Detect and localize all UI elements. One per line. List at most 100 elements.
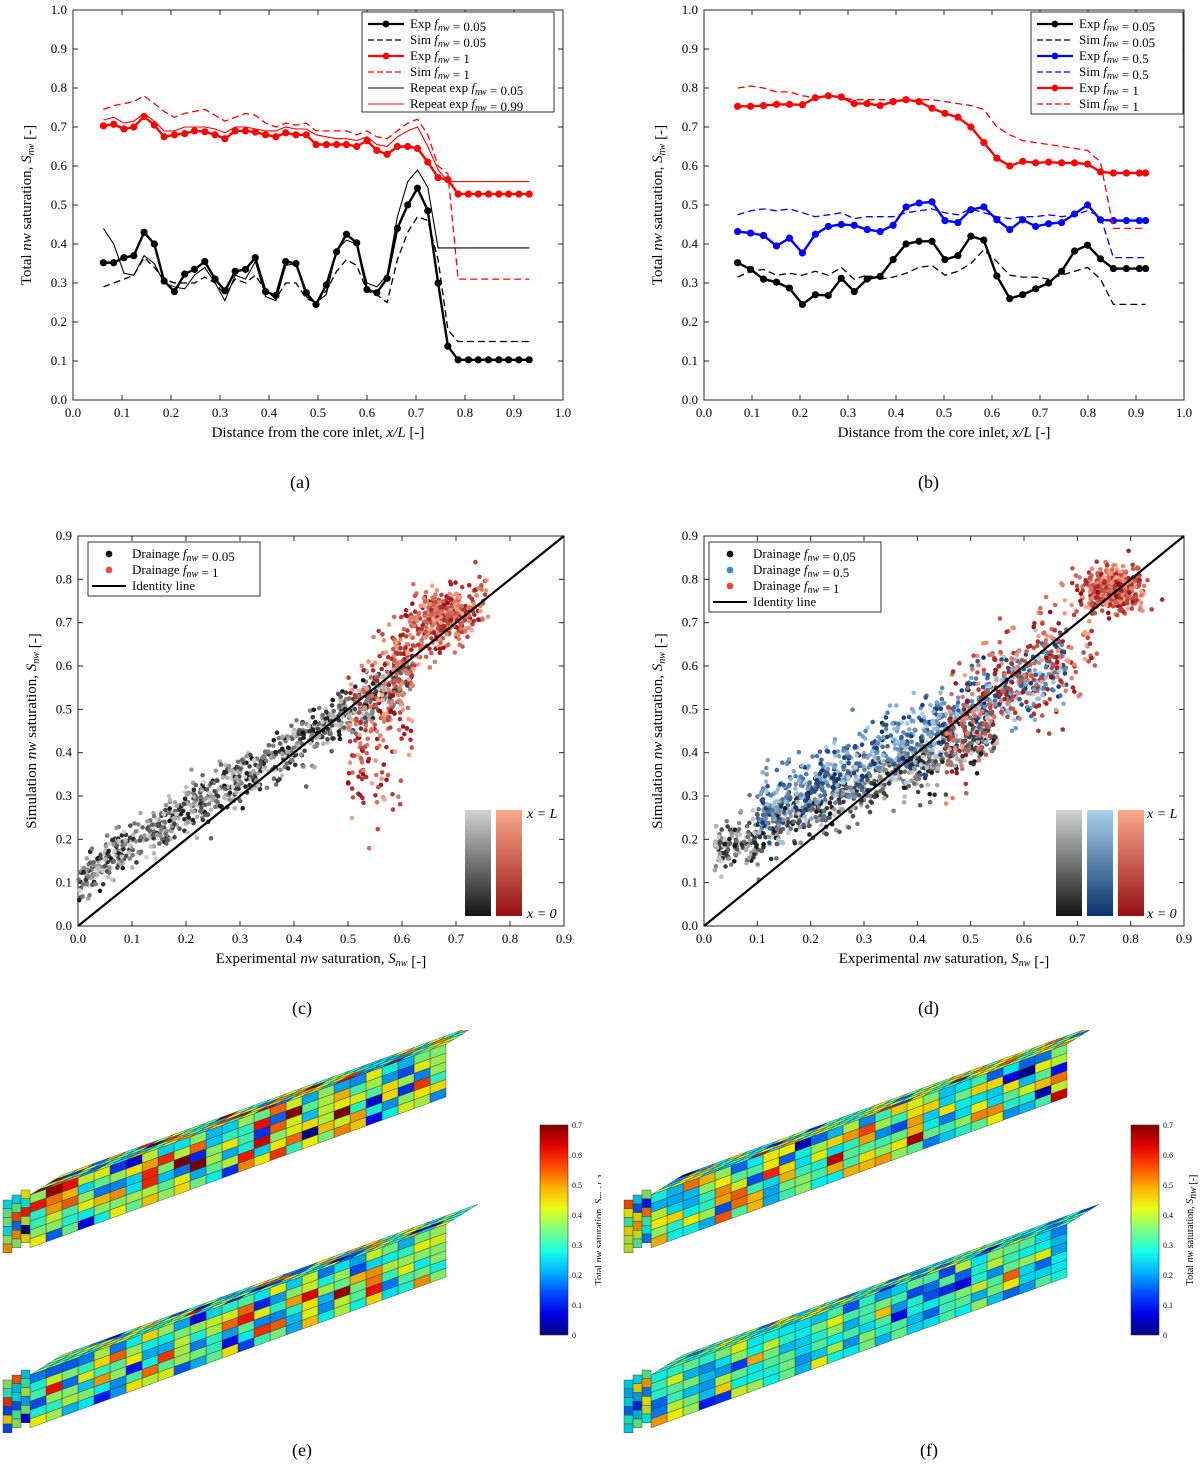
scatter-point bbox=[1005, 665, 1011, 671]
scatter-point bbox=[448, 581, 454, 587]
scatter-point bbox=[955, 700, 961, 705]
legend-label: Sim fnw = 1 bbox=[1079, 96, 1139, 114]
scatter-point bbox=[438, 640, 443, 646]
scatter-point bbox=[723, 864, 728, 869]
scatter-point bbox=[929, 731, 935, 736]
scatter-point bbox=[373, 758, 378, 763]
scatter-point bbox=[102, 857, 108, 862]
scatter-point bbox=[1050, 654, 1056, 659]
scatter-point bbox=[431, 616, 436, 622]
gradient-label-top: x = L bbox=[526, 807, 558, 822]
scatter-point bbox=[801, 809, 806, 815]
scatter-point bbox=[958, 759, 963, 764]
voxel-end bbox=[11, 1383, 22, 1393]
scatter-point bbox=[726, 856, 732, 861]
scatter-point bbox=[1000, 689, 1006, 694]
scatter-point bbox=[402, 668, 408, 673]
legend-marker bbox=[105, 566, 113, 574]
legend-label: Exp fnw = 1 bbox=[1079, 80, 1139, 98]
scatter-point bbox=[153, 856, 158, 861]
voxel-end bbox=[2, 1243, 13, 1254]
scatter-point bbox=[1043, 681, 1048, 687]
series-marker bbox=[915, 237, 923, 245]
scatter-point bbox=[114, 825, 119, 831]
scatter-point bbox=[386, 682, 392, 688]
scatter-point bbox=[373, 772, 379, 778]
scatter-point bbox=[189, 767, 194, 772]
scatter-point bbox=[1052, 628, 1057, 633]
series-marker bbox=[99, 259, 107, 267]
scatter-point bbox=[777, 807, 783, 813]
scatter-point bbox=[1017, 696, 1022, 702]
scatter-point bbox=[724, 818, 729, 824]
scatter-point bbox=[204, 787, 210, 792]
scatter-point bbox=[80, 894, 85, 899]
scatter-point bbox=[969, 740, 974, 745]
scatter-point bbox=[357, 701, 363, 707]
series-marker bbox=[322, 140, 330, 149]
scatter-point bbox=[1136, 582, 1141, 587]
scatter-point bbox=[405, 651, 410, 656]
scatter-point bbox=[1012, 717, 1017, 723]
scatter-point bbox=[412, 663, 417, 668]
series-marker bbox=[1006, 295, 1014, 303]
scatter-point bbox=[1041, 685, 1047, 691]
series-marker bbox=[967, 232, 975, 240]
scatter-point bbox=[915, 789, 921, 795]
scatter-point bbox=[222, 786, 228, 791]
scatter-point bbox=[850, 813, 856, 819]
legend-label: Exp fnw = 0.05 bbox=[410, 16, 486, 34]
scatter-point bbox=[373, 793, 378, 798]
series-line bbox=[737, 208, 1146, 259]
scatter-point bbox=[882, 796, 887, 801]
scatter-point bbox=[991, 745, 997, 751]
scatter-point bbox=[821, 809, 827, 814]
scatter-point bbox=[778, 803, 784, 809]
scatter-point bbox=[137, 838, 143, 843]
scatter-point bbox=[1015, 691, 1020, 697]
series-marker bbox=[837, 220, 845, 229]
scatter-point bbox=[1032, 620, 1037, 626]
scatter-point bbox=[792, 840, 798, 846]
scatter-point bbox=[950, 669, 956, 674]
series-marker bbox=[312, 140, 320, 149]
scatter-point bbox=[946, 737, 952, 742]
scatter-point bbox=[416, 631, 421, 637]
scatter-point bbox=[909, 719, 915, 724]
scatter-point bbox=[1069, 675, 1074, 681]
scatter-point bbox=[1049, 687, 1055, 692]
scatter-point bbox=[824, 779, 829, 785]
scatter-point bbox=[308, 741, 313, 746]
scatter-point bbox=[310, 714, 316, 720]
scatter-point bbox=[836, 776, 841, 782]
scatter-point bbox=[1094, 651, 1100, 656]
scatter-point bbox=[465, 634, 470, 640]
series-marker bbox=[746, 229, 755, 237]
scatter-point bbox=[1043, 665, 1049, 670]
chart-b: 0.0 0.1 0.2 0.3 0.4 0.5 0.6 0.7 0.8 0.9 1.00.00.10… bbox=[650, 2, 1192, 441]
scatter-point bbox=[377, 653, 383, 659]
series-marker bbox=[424, 158, 432, 166]
y-tick-label: 0.5 bbox=[56, 701, 72, 716]
scatter-point bbox=[398, 645, 403, 651]
scatter-point bbox=[1024, 649, 1029, 654]
scatter-point bbox=[1139, 600, 1144, 606]
scatter-point bbox=[1101, 574, 1107, 580]
series-marker bbox=[130, 123, 138, 131]
x-tick-label: 0.7 bbox=[1069, 931, 1086, 946]
scatter-point bbox=[1009, 697, 1015, 702]
scatter-point bbox=[1072, 689, 1077, 694]
scatter-point bbox=[747, 792, 752, 798]
scatter-point bbox=[1089, 587, 1094, 592]
scatter-point bbox=[824, 805, 830, 811]
scatter-point bbox=[895, 725, 901, 730]
scatter-point bbox=[166, 793, 172, 799]
series-marker bbox=[1135, 264, 1143, 273]
scatter-point bbox=[194, 814, 200, 820]
series-marker bbox=[150, 240, 158, 248]
scatter-point bbox=[770, 807, 776, 813]
scatter-point bbox=[392, 677, 397, 683]
scatter-point bbox=[364, 686, 370, 691]
scatter-point bbox=[764, 772, 769, 777]
